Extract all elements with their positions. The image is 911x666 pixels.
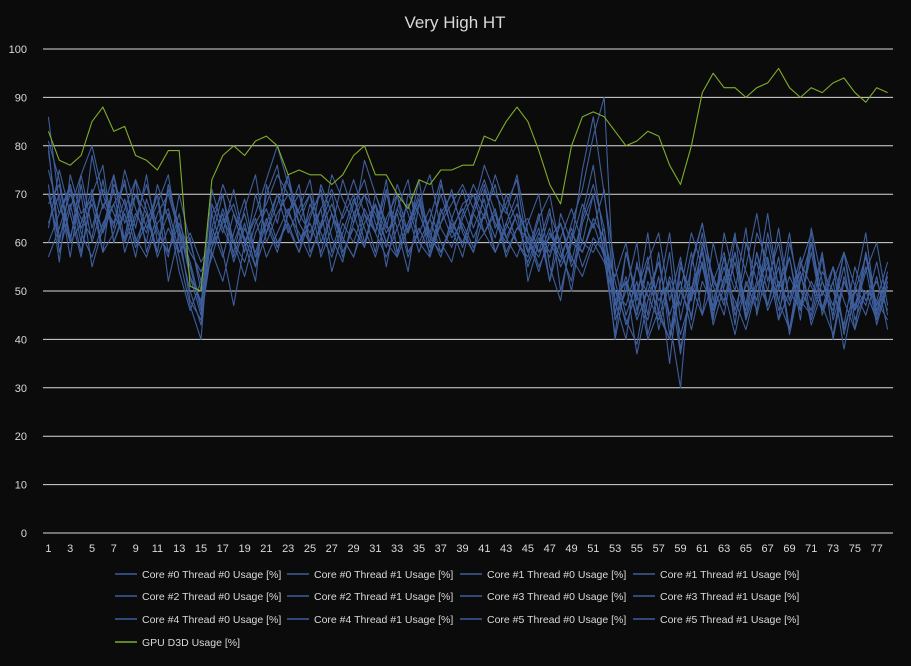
y-tick-label: 10 bbox=[15, 480, 27, 492]
x-tick-label: 13 bbox=[173, 543, 185, 555]
y-axis-ticks: 0 10 20 30 40 50 60 70 80 90 100 bbox=[9, 44, 27, 540]
y-tick-label: 50 bbox=[15, 286, 27, 298]
x-tick-label: 19 bbox=[238, 543, 250, 555]
series-line-12 bbox=[47, 183, 889, 336]
series-line-13 bbox=[47, 67, 888, 292]
x-tick-label: 9 bbox=[133, 543, 139, 555]
x-tick-label: 55 bbox=[631, 543, 643, 555]
x-tick-label: 11 bbox=[152, 543, 163, 555]
x-tick-label: 31 bbox=[369, 543, 381, 555]
x-tick-label: 7 bbox=[111, 543, 117, 555]
legend-label: Core #5 Thread #0 Usage [%] bbox=[487, 614, 626, 626]
x-tick-label: 37 bbox=[435, 543, 447, 555]
x-tick-label: 65 bbox=[740, 543, 752, 555]
gridlines bbox=[43, 48, 893, 534]
series-line-7 bbox=[47, 145, 889, 321]
x-tick-label: 21 bbox=[260, 543, 272, 555]
y-tick-label: 30 bbox=[15, 383, 27, 395]
x-tick-label: 29 bbox=[347, 543, 359, 555]
x-tick-label: 3 bbox=[67, 543, 73, 555]
legend-label: Core #0 Thread #1 Usage [%] bbox=[314, 569, 453, 581]
x-axis-ticks: 1 3 5 7 9 11 13 15 17 19 21 23 25 27 29 31 33 35 37 39 41 43 4… bbox=[45, 543, 882, 555]
x-tick-label: 51 bbox=[587, 543, 599, 555]
x-tick-label: 75 bbox=[849, 543, 861, 555]
series-line-6 bbox=[47, 179, 889, 345]
series-lines bbox=[47, 67, 889, 389]
legend-label: Core #5 Thread #1 Usage [%] bbox=[660, 614, 799, 626]
x-tick-label: 35 bbox=[413, 543, 425, 555]
legend-label: Core #0 Thread #0 Usage [%] bbox=[142, 569, 281, 581]
x-tick-label: 73 bbox=[827, 543, 839, 555]
x-tick-label: 61 bbox=[696, 543, 708, 555]
x-tick-label: 41 bbox=[478, 543, 490, 555]
x-tick-label: 45 bbox=[522, 543, 534, 555]
x-tick-label: 71 bbox=[805, 543, 817, 555]
x-tick-label: 33 bbox=[391, 543, 403, 555]
x-tick-label: 5 bbox=[89, 543, 95, 555]
legend-label: Core #3 Thread #1 Usage [%] bbox=[660, 591, 799, 603]
legend-label: GPU D3D Usage [%] bbox=[142, 637, 240, 649]
series-line-10 bbox=[47, 179, 889, 331]
x-tick-label: 63 bbox=[718, 543, 730, 555]
y-tick-label: 70 bbox=[15, 189, 27, 201]
x-tick-label: 25 bbox=[304, 543, 316, 555]
legend-label: Core #2 Thread #1 Usage [%] bbox=[314, 591, 453, 603]
legend-label: Core #4 Thread #1 Usage [%] bbox=[314, 614, 453, 626]
x-tick-label: 67 bbox=[762, 543, 774, 555]
series-line-4 bbox=[47, 169, 889, 340]
series-line-1 bbox=[47, 96, 889, 365]
x-tick-label: 39 bbox=[456, 543, 468, 555]
x-tick-label: 47 bbox=[544, 543, 556, 555]
series-line-8 bbox=[47, 183, 889, 326]
x-tick-label: 23 bbox=[282, 543, 294, 555]
x-tick-label: 15 bbox=[195, 543, 207, 555]
y-tick-label: 0 bbox=[21, 528, 27, 540]
legend-label: Core #4 Thread #0 Usage [%] bbox=[142, 614, 281, 626]
y-tick-label: 90 bbox=[15, 92, 27, 104]
y-tick-label: 80 bbox=[15, 141, 27, 153]
series-line-9 bbox=[47, 164, 889, 355]
x-tick-label: 49 bbox=[565, 543, 577, 555]
chart-title: Very High HT bbox=[404, 13, 505, 32]
x-tick-label: 77 bbox=[871, 543, 883, 555]
x-tick-label: 17 bbox=[217, 543, 229, 555]
x-tick-label: 1 bbox=[45, 543, 51, 555]
legend-label: Core #1 Thread #0 Usage [%] bbox=[487, 569, 626, 581]
x-tick-label: 53 bbox=[609, 543, 621, 555]
y-tick-label: 60 bbox=[15, 238, 27, 250]
y-tick-label: 40 bbox=[15, 334, 27, 346]
y-tick-label: 100 bbox=[9, 44, 27, 56]
x-tick-label: 57 bbox=[653, 543, 665, 555]
x-tick-label: 59 bbox=[674, 543, 686, 555]
x-tick-label: 69 bbox=[783, 543, 795, 555]
legend-label: Core #2 Thread #0 Usage [%] bbox=[142, 591, 281, 603]
legend-label: Core #3 Thread #0 Usage [%] bbox=[487, 591, 626, 603]
y-tick-label: 20 bbox=[15, 431, 27, 443]
legend-label: Core #1 Thread #1 Usage [%] bbox=[660, 569, 799, 581]
legend: Core #0 Thread #0 Usage [%] Core #0 Threa… bbox=[115, 569, 799, 649]
x-tick-label: 27 bbox=[326, 543, 338, 555]
x-tick-label: 43 bbox=[500, 543, 512, 555]
